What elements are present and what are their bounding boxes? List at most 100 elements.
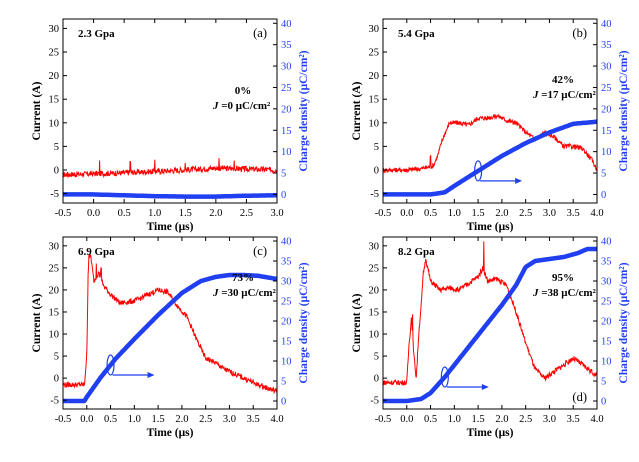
x-tick-label: 4.0: [270, 414, 283, 425]
y-axis-label-right: Charge density (μC/cm²): [618, 50, 630, 171]
current-line: [383, 241, 597, 386]
x-tick-label: 0.5: [104, 414, 117, 425]
arrow-head: [515, 177, 523, 184]
pressure-label: 5.4 Gpa: [398, 28, 435, 40]
plot-frame: [382, 236, 598, 410]
y-axis-label-right: Charge density (μC/cm²): [298, 50, 310, 171]
y-tick-label-right: 15: [281, 337, 292, 348]
y-tick-label-right: 15: [601, 126, 612, 137]
y-tick-label-right: 25: [281, 297, 292, 308]
y-tick-label-right: 25: [601, 83, 612, 94]
x-tick-label: -0.5: [55, 208, 72, 219]
y-tick-label-left: 0: [374, 374, 379, 385]
y-tick-label-right: 35: [281, 40, 292, 51]
y-tick-label-right: 20: [601, 317, 612, 328]
y-tick-label-left: 25: [369, 48, 380, 59]
j-value: =0 μC/cm²: [219, 100, 272, 112]
x-tick-label: -0.5: [55, 414, 72, 425]
y-tick-label-left: 0: [54, 374, 59, 385]
y-tick-label-left: 30: [369, 24, 380, 35]
x-tick-label: 0.0: [400, 208, 413, 219]
y-tick-label-right: 10: [281, 357, 292, 368]
x-tick-label: -0.5: [375, 208, 392, 219]
y-axis-label-left: Current (A): [31, 293, 43, 352]
j-symbol: J: [532, 287, 539, 299]
y-tick-label-right: 0: [281, 397, 286, 408]
percent-label: 0%: [235, 85, 252, 97]
y-axis-label-left: Current (A): [351, 293, 363, 352]
y-tick-label-left: -5: [50, 189, 59, 200]
panel-d: -0.5 0.0 0.5 1.0 1.5 2.0 2.5 3.0 3.5 4.0 -5 0 5 10 15 2…: [351, 236, 630, 439]
j-value-label: J =17 μC/cm²: [532, 89, 597, 101]
j-value: =17 μC/cm²: [539, 89, 597, 101]
y-tick-label-left: 10: [369, 330, 380, 341]
series-ellipse: [106, 354, 115, 376]
x-tick-label: 3.0: [543, 414, 556, 425]
current-line: [63, 158, 277, 179]
arrow-head: [147, 372, 155, 378]
y-tick-label-left: 5: [374, 142, 379, 153]
j-symbol: J: [212, 287, 219, 299]
y-tick-label-left: 20: [369, 71, 380, 82]
y-tick-label-right: 0: [281, 190, 286, 201]
x-tick-label: 2.0: [495, 414, 508, 425]
y-tick-label-right: 5: [601, 169, 606, 180]
y-tick-label-right: 5: [281, 377, 286, 388]
y-tick-label-right: 10: [601, 147, 612, 158]
j-value-label: J =0 μC/cm²: [212, 100, 271, 112]
x-tick-label: 2.0: [209, 208, 222, 219]
panel-label: (a): [253, 26, 267, 40]
x-tick-label: 0.5: [118, 208, 131, 219]
j-symbol: J: [532, 89, 539, 101]
x-tick-label: 0.0: [400, 414, 413, 425]
y-tick-label-left: 30: [369, 241, 380, 252]
y-tick-label-left: 20: [49, 71, 60, 82]
pressure-label: 8.2 Gpa: [398, 246, 435, 258]
x-tick-label: 1.0: [448, 414, 461, 425]
y-tick-label-left: 10: [49, 118, 60, 129]
y-tick-label-right: 35: [601, 40, 612, 51]
x-tick-label: -0.5: [375, 414, 392, 425]
percent-label: 42%: [552, 74, 574, 86]
x-tick-label: 0.0: [87, 208, 100, 219]
x-axis-label: Time (μs): [467, 221, 514, 233]
y-tick-label-left: 5: [54, 352, 59, 363]
percent-label: 73%: [232, 272, 254, 284]
y-axis-label-right: Charge density (μC/cm²): [618, 262, 630, 383]
x-axis-label: Time (μs): [467, 427, 514, 439]
y-tick-label-right: 40: [601, 237, 612, 248]
x-tick-label: 1.5: [472, 208, 485, 219]
x-tick-label: 2.5: [519, 208, 532, 219]
x-tick-label: 2.5: [199, 414, 212, 425]
x-tick-label: 4.0: [590, 208, 603, 219]
plot-frame: [62, 236, 278, 410]
percent-label: 95%: [552, 272, 574, 284]
y-tick-label-left: 30: [49, 241, 60, 252]
y-tick-label-left: 15: [49, 307, 60, 318]
y-tick-label-right: 30: [601, 62, 612, 73]
y-tick-label-left: 15: [369, 307, 380, 318]
x-tick-label: 1.0: [148, 208, 161, 219]
y-tick-label-left: -5: [370, 189, 379, 200]
y-tick-label-right: 40: [281, 237, 292, 248]
y-tick-label-right: 5: [601, 377, 606, 388]
y-tick-label-right: 20: [281, 317, 292, 328]
pressure-label: 6.9 Gpa: [78, 246, 115, 258]
y-tick-label-right: 25: [601, 297, 612, 308]
x-tick-label: 2.5: [240, 208, 253, 219]
y-axis-label-right: Charge density (μC/cm²): [298, 262, 310, 383]
y-axis-label-left: Current (A): [31, 81, 43, 140]
y-tick-label-left: 25: [49, 48, 60, 59]
x-tick-label: 1.0: [128, 414, 141, 425]
x-tick-label: 3.5: [567, 208, 580, 219]
y-tick-label-left: 20: [369, 285, 380, 296]
y-tick-label-left: 5: [54, 142, 59, 153]
pressure-label: 2.3 Gpa: [78, 28, 115, 40]
j-value-label: J =38 μC/cm²: [532, 287, 597, 299]
x-tick-label: 0.0: [80, 414, 93, 425]
x-tick-label: 3.5: [247, 414, 260, 425]
series-ellipse: [440, 366, 449, 388]
y-tick-label-right: 0: [601, 397, 606, 408]
